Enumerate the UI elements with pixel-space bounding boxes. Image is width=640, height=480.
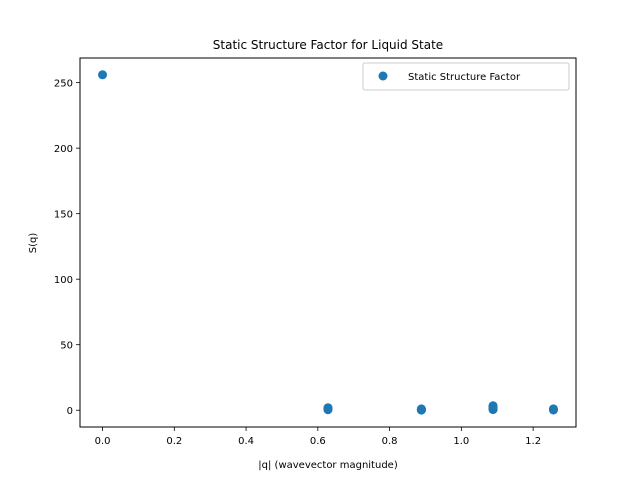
legend-marker: [378, 71, 388, 81]
x-tick-label: 0.2: [166, 436, 182, 447]
y-tick-label: 150: [54, 210, 73, 221]
chart-title: Static Structure Factor for Liquid State: [213, 38, 443, 52]
y-tick-label: 0: [67, 406, 73, 417]
x-axis-ticks: 0.0 0.2 0.4 0.6 0.8 1.0 1.2: [95, 427, 541, 447]
x-tick-label: 0.6: [310, 436, 326, 447]
data-point: [416, 404, 426, 414]
x-tick-label: 1.2: [525, 436, 541, 447]
x-tick-label: 0.0: [95, 436, 111, 447]
x-axis-label: |q| (wavevector magnitude): [258, 460, 398, 471]
y-tick-label: 50: [60, 341, 73, 352]
x-tick-label: 0.4: [238, 436, 254, 447]
data-point: [488, 401, 498, 411]
y-tick-label: 100: [54, 275, 73, 286]
data-points: [98, 70, 558, 415]
legend-box: [362, 62, 570, 91]
x-tick-label: 0.8: [382, 436, 398, 447]
data-point: [323, 403, 333, 413]
legend: Static Structure Factor: [362, 62, 570, 91]
y-axis-label: S(q): [28, 233, 39, 254]
y-axis-ticks: 0 50 100 150 200 250: [54, 79, 80, 417]
data-point: [548, 404, 558, 414]
legend-label: Static Structure Factor: [408, 72, 521, 83]
y-tick-label: 250: [54, 79, 73, 90]
x-tick-label: 1.0: [453, 436, 469, 447]
data-point: [98, 70, 108, 80]
plot-area-frame: [79, 57, 577, 428]
y-tick-label: 200: [54, 144, 73, 155]
